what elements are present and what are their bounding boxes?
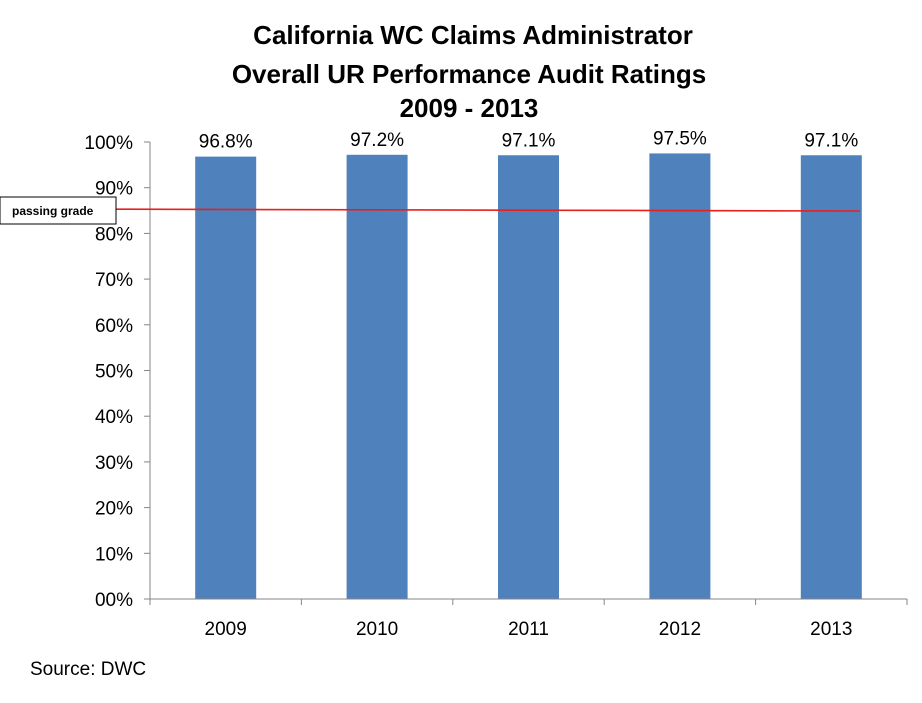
data-label-2011: 97.1%: [502, 130, 556, 151]
x-tick-label-2009: 2009: [205, 619, 247, 640]
y-tick-label: 20%: [95, 499, 133, 520]
y-tick-label: 80%: [95, 224, 133, 245]
y-tick-label: 60%: [95, 316, 133, 337]
y-tick-label: 90%: [95, 179, 133, 200]
y-tick-label: 10%: [95, 544, 133, 565]
bar-series: [195, 153, 862, 600]
data-labels: 96.8% 97.2% 97.1% 97.5% 97.1%: [199, 128, 859, 152]
bar-2009: [195, 156, 257, 599]
chart-title-line-3: 2009 - 2013: [400, 93, 539, 123]
data-label-2010: 97.2%: [350, 130, 404, 151]
source-note: Source: DWC: [30, 659, 146, 680]
passing-grade-line: [115, 208, 861, 212]
passing-grade-annotation: passing grade: [12, 204, 94, 218]
y-tick-label: 30%: [95, 453, 133, 474]
y-tick-label: 00%: [95, 590, 133, 611]
y-tick-label: 50%: [95, 362, 133, 383]
y-tick-label: 40%: [95, 407, 133, 428]
x-tick-label-2010: 2010: [356, 619, 398, 640]
bar-2010: [346, 154, 408, 599]
data-label-2009: 96.8%: [199, 132, 253, 153]
y-axis-ticks: 00% 10% 20% 30% 40% 50% 60% 70% 80% 90% 100%: [84, 133, 150, 611]
x-tick-label-2011: 2011: [508, 619, 549, 640]
x-axis-ticks: 2009 2010 2011 2012 2013: [149, 599, 908, 640]
data-label-2013: 97.1%: [804, 130, 858, 151]
x-tick-label-2013: 2013: [810, 619, 852, 640]
data-label-2012: 97.5%: [653, 128, 707, 149]
y-tick-label: 70%: [95, 270, 133, 291]
bar-2012: [649, 153, 711, 600]
bar-2013: [800, 155, 862, 600]
passing-grade-annotation-box: [0, 196, 117, 225]
x-tick-label-2012: 2012: [659, 619, 701, 640]
chart-title-line-2: Overall UR Performance Audit Ratings: [232, 59, 706, 89]
bar-2011: [498, 155, 559, 600]
y-tick-label: 100%: [84, 133, 133, 154]
chart-title-line-1: California WC Claims Administrator: [253, 20, 693, 50]
